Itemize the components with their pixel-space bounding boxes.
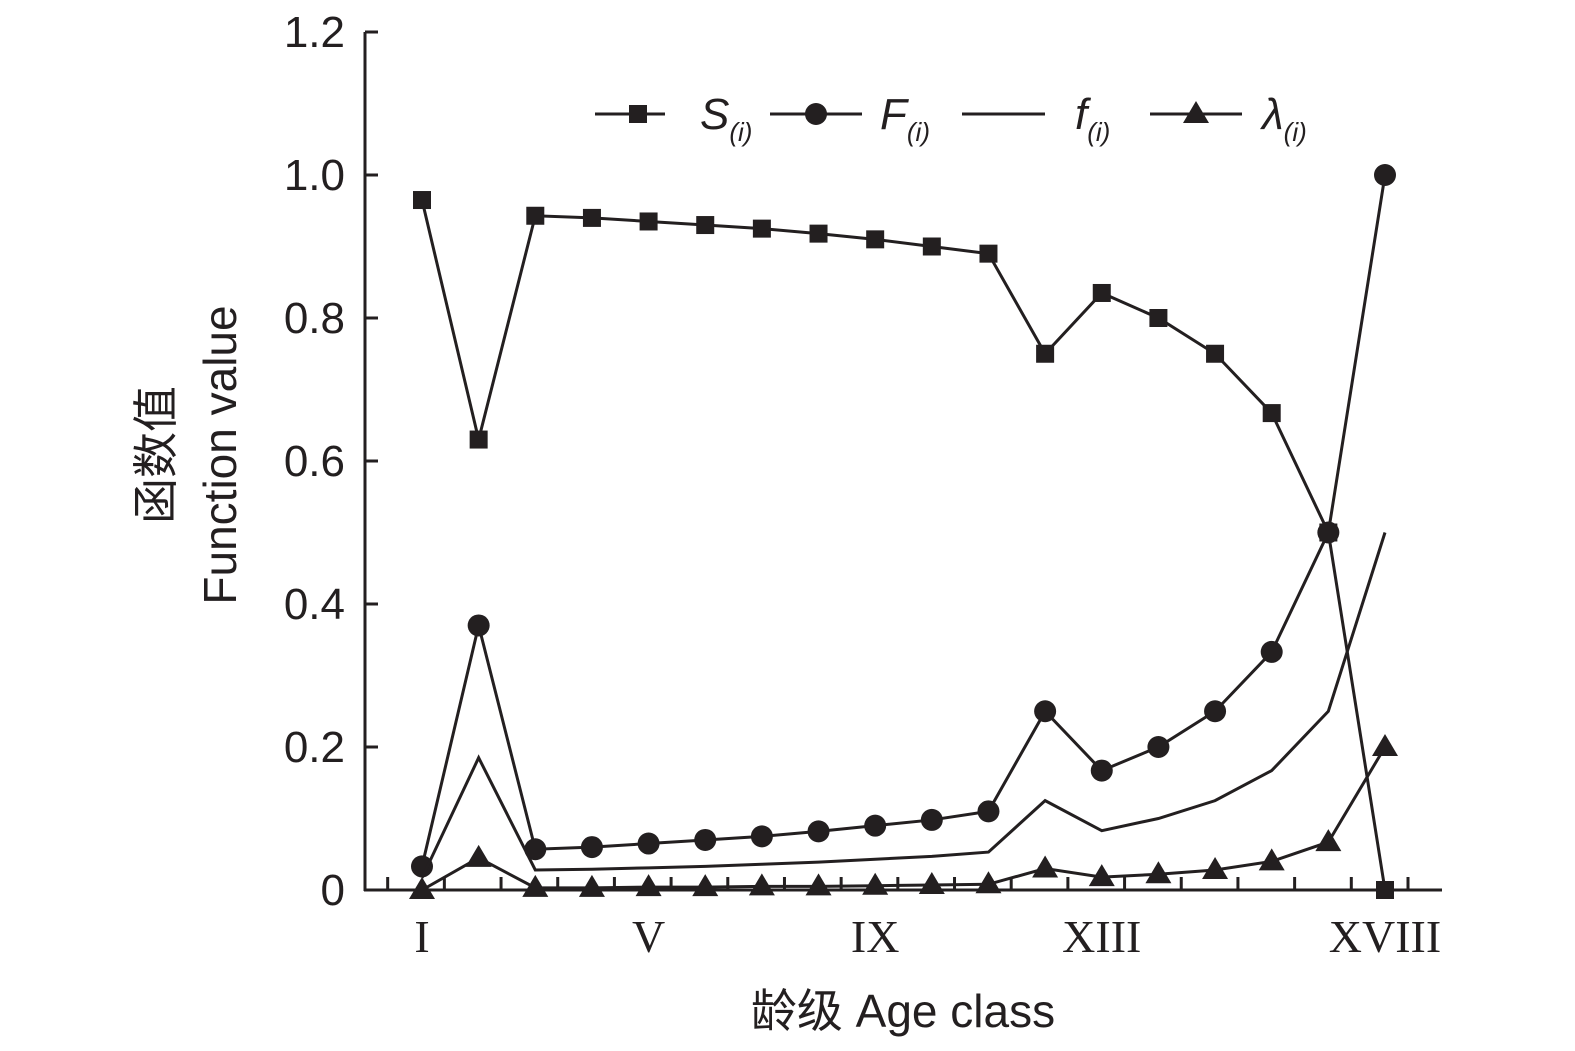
- y-tick-label: 0: [321, 866, 345, 915]
- legend-item-λ: λ(i): [1150, 90, 1307, 147]
- x-tick-label: V: [632, 911, 665, 962]
- circle-marker: [694, 828, 717, 851]
- x-tick-label: XIII: [1062, 911, 1141, 962]
- y-tick-label: 1.0: [284, 151, 345, 200]
- circle-marker: [920, 808, 943, 831]
- series-S: [413, 191, 1394, 899]
- triangle-marker: [1372, 734, 1398, 756]
- triangle-marker: [1145, 861, 1172, 884]
- triangle-marker: [692, 874, 719, 897]
- circle-marker: [1374, 164, 1396, 186]
- x-axis-label: 龄级 Age class: [751, 985, 1055, 1037]
- triangle-marker: [522, 874, 549, 897]
- square-marker: [1149, 309, 1168, 327]
- triangle-marker: [635, 874, 662, 897]
- circle-marker: [805, 103, 827, 125]
- triangle-marker: [1032, 855, 1059, 878]
- legend-label: S(i): [700, 90, 752, 147]
- series-F: [411, 164, 1396, 878]
- y-tick-label: 0.8: [284, 294, 345, 343]
- square-marker: [413, 191, 431, 210]
- series-line: [421, 746, 1387, 892]
- triangle-marker: [1183, 101, 1209, 123]
- triangle-marker: [918, 871, 945, 894]
- square-marker: [582, 208, 601, 227]
- y-axis-label-cn: 函数值: [130, 386, 182, 524]
- square-marker: [866, 230, 885, 249]
- triangle-marker: [748, 873, 775, 896]
- triangle-marker: [1258, 848, 1285, 871]
- triangle-marker: [805, 873, 832, 896]
- square-marker: [1262, 404, 1281, 423]
- series-f: [420, 532, 1387, 879]
- circle-marker: [750, 825, 773, 848]
- legend-label: f(i): [1075, 90, 1110, 147]
- square-marker: [1376, 881, 1394, 899]
- triangle-marker: [862, 872, 889, 895]
- circle-marker: [1260, 640, 1283, 663]
- square-marker: [752, 219, 771, 238]
- series-line: [420, 174, 1387, 867]
- circle-marker: [467, 614, 490, 637]
- legend-label: F(i): [880, 90, 930, 147]
- triangle-marker: [1202, 856, 1229, 879]
- square-marker: [629, 105, 647, 123]
- x-tick-label: XVIII: [1329, 911, 1441, 962]
- square-marker: [526, 206, 545, 225]
- triangle-marker: [1315, 829, 1342, 852]
- square-marker: [469, 430, 488, 449]
- circle-marker: [580, 836, 603, 859]
- circle-marker: [1034, 700, 1057, 723]
- square-marker: [922, 237, 941, 256]
- square-marker: [1092, 283, 1111, 302]
- circle-marker: [1204, 700, 1227, 723]
- square-marker: [1036, 344, 1055, 363]
- x-tick-label: IX: [851, 911, 900, 962]
- circle-marker: [524, 838, 547, 861]
- legend: S(i) F(i) f(i) λ(i): [595, 90, 1307, 147]
- legend-item-f: f(i): [962, 90, 1110, 147]
- legend-item-S: S(i): [595, 90, 752, 147]
- y-tick-label: 1.2: [284, 8, 345, 57]
- triangle-marker: [1088, 864, 1115, 887]
- x-tick-label: I: [414, 911, 429, 962]
- circle-marker: [977, 800, 1000, 823]
- triangle-marker: [975, 871, 1002, 894]
- square-marker: [809, 224, 828, 243]
- axes: 0 0.2 0.4 0.6 0.8 1.0 1.2 I V IX XIII XVIII: [284, 8, 1442, 962]
- triangle-marker: [578, 874, 605, 897]
- legend-label: λ(i): [1260, 90, 1307, 147]
- legend-item-F: F(i): [770, 90, 930, 147]
- square-marker: [696, 216, 715, 235]
- y-tick-label: 0.6: [284, 437, 345, 486]
- square-marker: [1206, 344, 1225, 363]
- circle-marker: [807, 820, 830, 843]
- circle-marker: [1317, 521, 1340, 544]
- circle-marker: [864, 814, 887, 837]
- y-tick-label: 0.4: [284, 580, 345, 629]
- series-λ: [409, 734, 1398, 899]
- y-tick-label: 0.2: [284, 723, 345, 772]
- series-line: [420, 199, 1387, 891]
- y-axis-label: Function value: [194, 305, 246, 604]
- triangle-marker: [409, 877, 435, 899]
- circle-marker: [1147, 736, 1170, 758]
- square-marker: [639, 212, 658, 231]
- circle-marker: [411, 855, 433, 878]
- series-group: [409, 164, 1398, 899]
- series-line: [420, 532, 1387, 879]
- square-marker: [979, 244, 998, 263]
- circle-marker: [637, 832, 660, 855]
- triangle-marker: [465, 844, 492, 867]
- circle-marker: [1090, 759, 1113, 782]
